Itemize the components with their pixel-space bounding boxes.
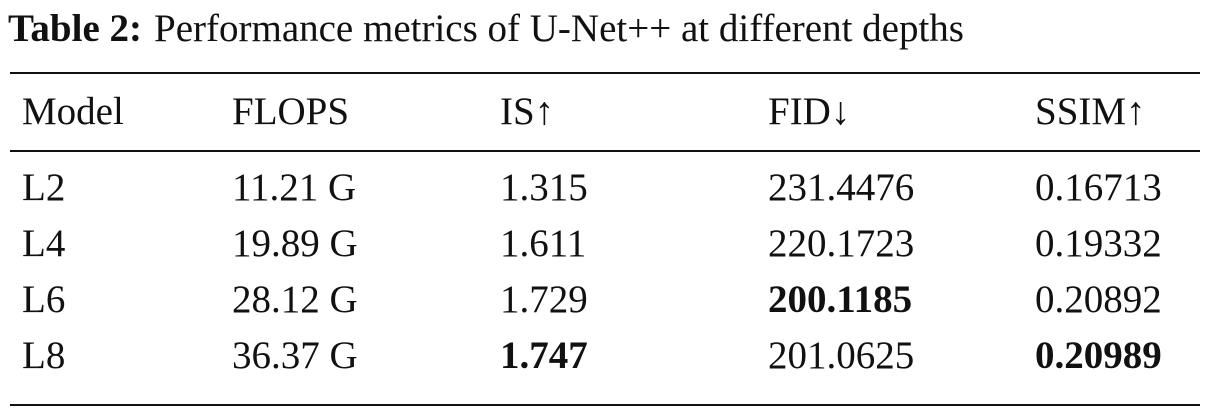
table-cell: L8 [22,334,66,377]
bottom-rule [10,404,1200,406]
table-cell: L4 [22,222,66,265]
table-cell: 1.747 [500,334,588,377]
table-cell: 201.0625 [768,334,915,377]
table-cell: 231.4476 [768,166,915,209]
table-cell: 0.20989 [1035,334,1162,377]
header-cell: Model [22,90,124,133]
caption-text: Performance metrics of U-Net++ at differ… [154,7,964,50]
table-cell: 200.1185 [768,278,913,321]
table-cell: 1.729 [500,278,588,321]
table-cell: 1.315 [500,166,588,209]
table-cell: 36.37 G [232,334,358,377]
header-cell: FID↓ [768,90,851,133]
top-rule [10,72,1200,74]
table-cell: 11.21 G [232,166,357,209]
header-cell: FLOPS [232,90,350,133]
table-cell: 19.89 G [232,222,358,265]
table-cell: L6 [22,278,66,321]
table-cell: 1.611 [500,222,587,265]
table-cell: 0.20892 [1035,278,1162,321]
table-cell: 28.12 G [232,278,358,321]
caption: Table 2: Performance metrics of U-Net++ a… [8,6,964,51]
caption-label: Table 2: [8,7,143,50]
table-cell: 220.1723 [768,222,915,265]
header-cell: SSIM↑ [1035,90,1146,133]
table-cell: 0.16713 [1035,166,1162,209]
mid-rule [10,150,1200,152]
table-cell: L2 [22,166,66,209]
header-cell: IS↑ [500,90,555,133]
table-cell: 0.19332 [1035,222,1162,265]
